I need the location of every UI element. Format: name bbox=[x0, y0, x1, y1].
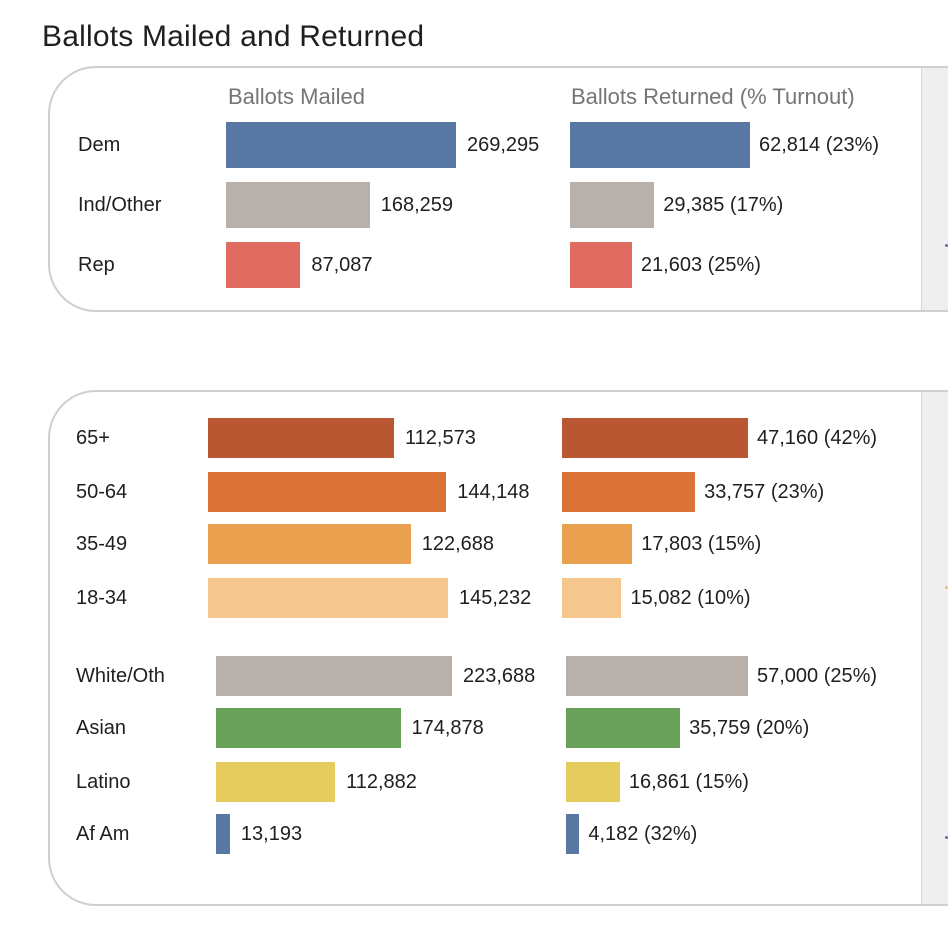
returned-bar-ind-other[interactable] bbox=[570, 182, 655, 228]
mailed-value-label-65: 112,573 bbox=[405, 427, 476, 449]
mailed-bar-65[interactable] bbox=[208, 418, 395, 458]
mailed-value-label-asian: 174,878 bbox=[411, 717, 484, 739]
mailed-bar-asian[interactable] bbox=[216, 708, 401, 748]
strip-mark-2 bbox=[945, 586, 948, 589]
returned-bar-rep[interactable] bbox=[570, 242, 632, 288]
mailed-bar-18-34[interactable] bbox=[208, 578, 448, 618]
category-label-35-49: 35-49 bbox=[76, 533, 128, 555]
mailed-value-label-latino: 112,882 bbox=[346, 771, 417, 793]
returned-bar-latino[interactable] bbox=[566, 762, 620, 802]
category-label-dem: Dem bbox=[78, 134, 121, 156]
mailed-value-label-af-am: 13,193 bbox=[240, 823, 303, 845]
mailed-bar-dem[interactable] bbox=[226, 122, 456, 168]
returned-value-label-35-49: 17,803 (15%) bbox=[641, 533, 762, 555]
category-label-ind-other: Ind/Other bbox=[78, 194, 162, 216]
returned-value-label-af-am: 4,182 (32%) bbox=[588, 823, 698, 845]
category-label-18-34: 18-34 bbox=[76, 587, 128, 609]
mailed-value-label-50-64: 144,148 bbox=[457, 481, 530, 503]
returned-bar-asian[interactable] bbox=[566, 708, 681, 748]
strip-mark-1 bbox=[945, 244, 948, 247]
returned-value-label-50-64: 33,757 (23%) bbox=[704, 481, 825, 503]
category-label-65: 65+ bbox=[76, 427, 110, 449]
returned-value-label-white-oth: 57,000 (25%) bbox=[757, 665, 878, 687]
returned-bar-35-49[interactable] bbox=[562, 524, 633, 564]
page-title: Ballots Mailed and Returned bbox=[42, 20, 425, 53]
category-label-latino: Latino bbox=[76, 771, 131, 793]
party-chart-panel bbox=[48, 66, 948, 312]
mailed-bar-white-oth[interactable] bbox=[216, 656, 452, 696]
returned-bar-65[interactable] bbox=[562, 418, 748, 458]
category-label-rep: Rep bbox=[78, 254, 115, 276]
mailed-bar-35-49[interactable] bbox=[208, 524, 411, 564]
returned-value-label-ind-other: 29,385 (17%) bbox=[663, 194, 784, 216]
category-label-50-64: 50-64 bbox=[76, 481, 128, 503]
mailed-value-label-35-49: 122,688 bbox=[421, 533, 495, 555]
returned-value-label-rep: 21,603 (25%) bbox=[640, 254, 761, 276]
mailed-value-label-dem: 269,295 bbox=[467, 134, 540, 156]
returned-value-label-dem: 62,814 (23%) bbox=[759, 134, 880, 156]
returned-value-label-65: 47,160 (42%) bbox=[757, 427, 878, 449]
returned-value-label-18-34: 15,082 (10%) bbox=[630, 587, 751, 609]
returned-bar-dem[interactable] bbox=[570, 122, 750, 168]
returned-bar-white-oth[interactable] bbox=[566, 656, 748, 696]
mailed-bar-50-64[interactable] bbox=[208, 472, 447, 512]
returned-value-label-asian: 35,759 (20%) bbox=[689, 717, 810, 739]
returned-bar-50-64[interactable] bbox=[562, 472, 696, 512]
ballots-returned-header: Ballots Returned (% Turnout) bbox=[571, 84, 855, 109]
mailed-value-label-rep: 87,087 bbox=[311, 254, 373, 276]
returned-bar-18-34[interactable] bbox=[562, 578, 622, 618]
mailed-bar-rep[interactable] bbox=[226, 242, 301, 288]
returned-bar-af-am[interactable] bbox=[566, 814, 580, 854]
category-label-asian: Asian bbox=[76, 717, 127, 739]
category-label-white-oth: White/Oth bbox=[76, 665, 165, 687]
returned-value-label-latino: 16,861 (15%) bbox=[628, 771, 749, 793]
right-panel-strip-2 bbox=[921, 390, 948, 904]
mailed-value-label-white-oth: 223,688 bbox=[463, 665, 536, 687]
demographics-chart-panel bbox=[48, 390, 948, 906]
category-label-af-am: Af Am bbox=[76, 823, 130, 845]
mailed-value-label-18-34: 145,232 bbox=[459, 587, 532, 609]
mailed-bar-ind-other[interactable] bbox=[226, 182, 370, 228]
mailed-bar-latino[interactable] bbox=[216, 762, 336, 802]
mailed-value-label-ind-other: 168,259 bbox=[380, 194, 453, 216]
ballots-mailed-header: Ballots Mailed bbox=[228, 84, 365, 109]
mailed-bar-af-am[interactable] bbox=[216, 814, 230, 854]
strip-mark-3 bbox=[945, 836, 948, 839]
